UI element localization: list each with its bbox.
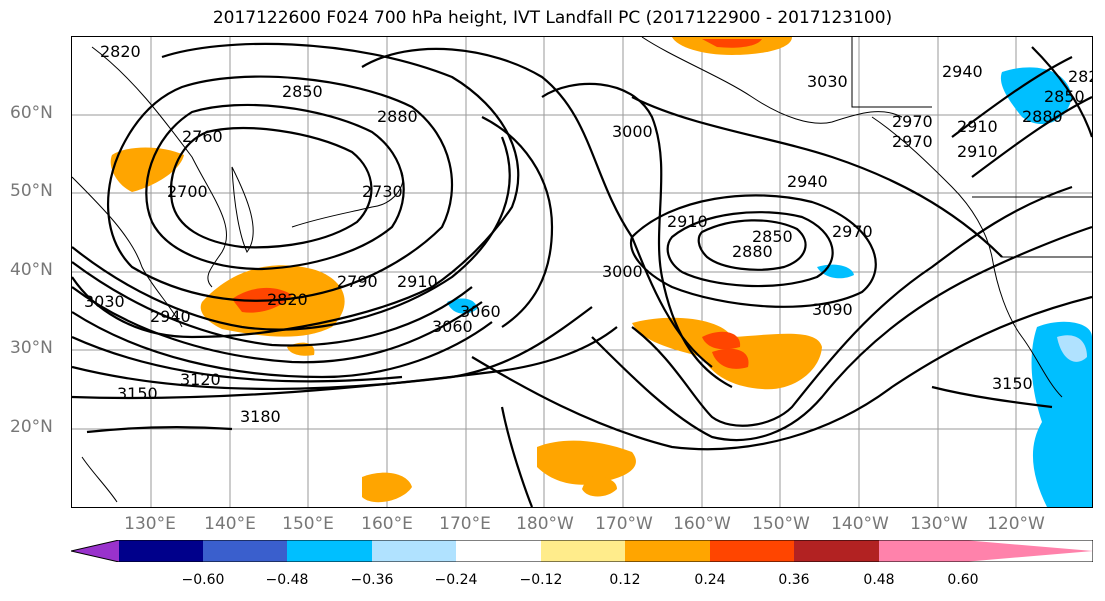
lon-label-130w: 130°W (910, 514, 968, 534)
contour-label: 2940 (942, 62, 983, 81)
contour-label: 2940 (150, 307, 191, 326)
contour-label: 3030 (84, 292, 125, 311)
contour-label: 2850 (1044, 87, 1085, 106)
colorbar-swatch (287, 540, 372, 562)
lat-label-50n: 50°N (10, 181, 53, 201)
map-panel: 2820 2850 2760 2700 2880 2730 3000 3030 … (71, 36, 1093, 508)
colorbar-swatch (372, 540, 456, 562)
colorbar-svg (70, 539, 1094, 563)
contour-label: 2910 (957, 142, 998, 161)
contour-label: 3120 (180, 370, 221, 389)
contour-label: 3150 (992, 374, 1033, 393)
contour-label: 2850 (282, 82, 323, 101)
contour-label: 3060 (432, 317, 473, 336)
lon-label-140w: 140°W (831, 514, 889, 534)
contour-label: 3180 (240, 407, 281, 426)
map-canvas: 2820 2850 2760 2700 2880 2730 3000 3030 … (72, 37, 1092, 507)
contour-label: 2820 (100, 42, 141, 61)
contour-label: 2790 (337, 272, 378, 291)
colorbar-swatch (963, 540, 1093, 562)
contour-label: 3000 (602, 262, 643, 281)
colorbar-tick-label: 0.24 (694, 572, 726, 588)
contour-label: 3000 (612, 122, 653, 141)
colorbar-swatch (794, 540, 879, 562)
contour-label: 2970 (892, 132, 933, 151)
map-title: 2017122600 F024 700 hPa height, IVT Land… (212, 8, 893, 28)
lon-label-150w: 150°W (752, 514, 810, 534)
colorbar-tick-label: −0.48 (265, 572, 309, 588)
contour-label: 2850 (752, 227, 793, 246)
colorbar-swatch (71, 540, 119, 562)
colorbar-tick-label: −0.60 (181, 572, 225, 588)
contour-label: 3060 (460, 302, 501, 321)
colorbar-tick-label: 0.60 (947, 572, 979, 588)
contour-label: 2910 (957, 117, 998, 136)
lat-label-20n: 20°N (10, 417, 53, 437)
contour-label: 2820 (267, 290, 308, 309)
lon-label-170e: 170°E (439, 514, 491, 534)
contour-label: 2940 (787, 172, 828, 191)
colorbar (70, 539, 1094, 563)
lat-label-40n: 40°N (10, 260, 53, 280)
lon-label-170w: 170°W (595, 514, 653, 534)
contour-label: 3090 (812, 300, 853, 319)
graticule (72, 37, 1092, 507)
ivt-positive-shading (110, 37, 822, 503)
contour-label: 2880 (1022, 107, 1063, 126)
lat-label-30n: 30°N (10, 338, 53, 358)
height-contours (72, 42, 1092, 507)
lat-label-60n: 60°N (10, 103, 53, 123)
contour-label: 2910 (667, 212, 708, 231)
contour-label: 2970 (892, 112, 933, 131)
colorbar-swatch (456, 540, 541, 562)
contour-label: 2820 (1068, 67, 1092, 86)
lon-label-160w: 160°W (673, 514, 731, 534)
contour-label: 2970 (832, 222, 873, 241)
colorbar-tick-label: −0.36 (350, 572, 394, 588)
contour-label: 2880 (377, 107, 418, 126)
contour-label: 3030 (807, 72, 848, 91)
colorbar-tick-label: −0.12 (519, 572, 563, 588)
colorbar-tick-label: 0.12 (609, 572, 641, 588)
contour-label: 3150 (117, 384, 158, 403)
contour-label: 2760 (182, 127, 223, 146)
colorbar-tick-label: 0.48 (863, 572, 895, 588)
lon-label-160e: 160°E (361, 514, 413, 534)
colorbar-tick-label: −0.24 (434, 572, 478, 588)
contour-label: 2700 (167, 182, 208, 201)
colorbar-swatch (625, 540, 710, 562)
contour-label-group: 2820 2850 2760 2700 2880 2730 3000 3030 … (84, 42, 1092, 426)
colorbar-swatch (879, 540, 963, 562)
colorbar-swatch (203, 540, 287, 562)
lon-label-180w: 180°W (516, 514, 574, 534)
colorbar-swatch (119, 540, 203, 562)
lon-label-150e: 150°E (282, 514, 334, 534)
contour-label: 2910 (397, 272, 438, 291)
colorbar-swatch (541, 540, 625, 562)
coastlines (72, 37, 1092, 503)
lon-label-130e: 130°E (124, 514, 176, 534)
lon-label-140e: 140°E (204, 514, 256, 534)
lon-label-120w: 120°W (987, 514, 1045, 534)
ivt-negative-shading (447, 67, 1092, 507)
colorbar-tick-label: 0.36 (778, 572, 810, 588)
contour-label: 2880 (732, 242, 773, 261)
contour-label: 2730 (362, 182, 403, 201)
colorbar-swatch (710, 540, 794, 562)
